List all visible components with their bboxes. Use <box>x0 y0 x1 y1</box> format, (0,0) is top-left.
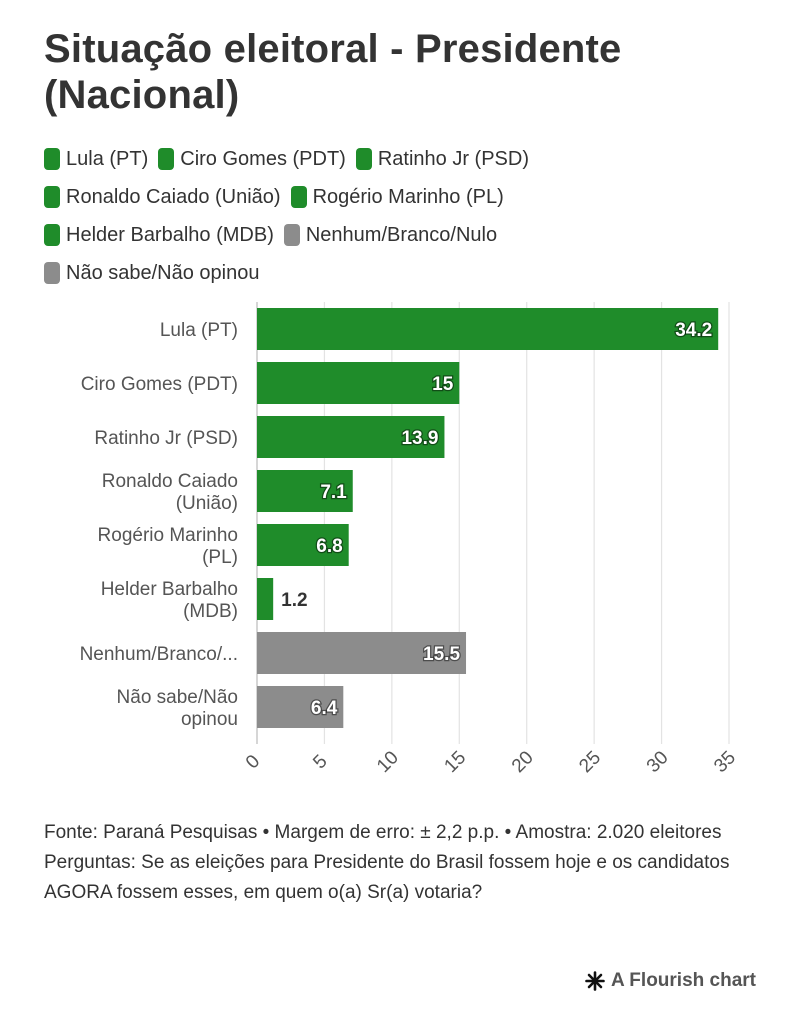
legend-swatch <box>283 224 300 246</box>
legend-item[interactable]: Ciro Gomes (PDT) <box>158 146 346 172</box>
flourish-credit[interactable]: A Flourish chart <box>585 970 756 992</box>
x-tick-label: 0 <box>242 751 264 773</box>
category-label: Nenhum/Branco/... <box>80 644 238 665</box>
x-tick-label: 5 <box>309 751 331 773</box>
legend-item[interactable]: Ratinho Jr (PSD) <box>355 146 529 172</box>
bar-chart: 0 5 10 15 20 25 30 35 Lula (PT) 34.2 Ciro Gomes (P… <box>80 302 740 777</box>
bar[interactable] <box>257 686 344 728</box>
legend-item[interactable]: Helder Barbalho (MDB) <box>44 222 274 248</box>
value-label: 1.2 <box>281 590 307 611</box>
x-tick-label: 30 <box>643 747 673 777</box>
legend-label: Rogério Marinho (PL) <box>312 186 504 208</box>
x-tick-label: 20 <box>508 747 538 777</box>
category-label: Rogério Marinho (PL) <box>98 525 238 568</box>
bar[interactable] <box>257 308 719 350</box>
legend-label: Helder Barbalho (MDB) <box>66 224 274 246</box>
legend-label: Não sabe/Não opinou <box>66 262 260 284</box>
value-label: 34.2 <box>675 320 712 341</box>
chart-footer: Fonte: Paraná Pesquisas • Margem de erro… <box>44 818 764 908</box>
flourish-star-icon <box>585 971 605 991</box>
legend-swatch <box>355 148 372 170</box>
legend-item[interactable]: Lula (PT) <box>44 146 148 172</box>
category-label: Ratinho Jr (PSD) <box>94 428 238 449</box>
bar[interactable] <box>257 524 349 566</box>
bar[interactable] <box>257 632 467 674</box>
bar[interactable] <box>257 416 445 458</box>
value-label: 13.9 <box>401 428 438 449</box>
x-tick-label: 15 <box>440 747 470 777</box>
chart-title: Situação eleitoral - Presidente (Naciona… <box>44 27 622 117</box>
bar[interactable] <box>257 362 460 404</box>
x-tick-label: 25 <box>575 747 605 777</box>
legend-swatch <box>44 262 60 284</box>
value-label: 15 <box>432 374 454 395</box>
category-label: Lula (PT) <box>160 320 238 341</box>
source-note: Fonte: Paraná Pesquisas • Margem de erro… <box>44 822 722 843</box>
legend-item[interactable]: Ronaldo Caiado (União) <box>44 184 281 210</box>
category-label: Ciro Gomes (PDT) <box>81 374 238 395</box>
legend: Lula (PT) Ciro Gomes (PDT) Ratinho Jr (PSD… <box>44 146 764 286</box>
value-label: 6.8 <box>316 536 342 557</box>
legend-swatch <box>44 224 60 246</box>
legend-swatch <box>158 148 175 170</box>
legend-item[interactable]: Não sabe/Não opinou <box>44 260 259 286</box>
legend-item[interactable]: Nenhum/Branco/Nulo <box>283 222 498 248</box>
question-note: Perguntas: Se as eleições para President… <box>44 852 730 903</box>
bar[interactable] <box>257 470 353 512</box>
bar[interactable] <box>257 578 274 620</box>
category-label: Não sabe/Não opinou <box>117 687 238 730</box>
category-label: Ronaldo Caiado (União) <box>102 471 238 514</box>
flourish-credit-label: A Flourish chart <box>611 970 756 991</box>
legend-swatch <box>44 148 60 170</box>
value-label: 15.5 <box>423 644 460 665</box>
value-label: 6.4 <box>311 698 338 719</box>
legend-label: Nenhum/Branco/Nulo <box>305 224 498 246</box>
legend-label: Ciro Gomes (PDT) <box>180 148 346 170</box>
legend-swatch <box>290 186 307 208</box>
legend-label: Ronaldo Caiado (União) <box>66 186 281 208</box>
legend-swatch <box>44 186 60 208</box>
legend-label: Ratinho Jr (PSD) <box>377 148 529 170</box>
legend-label: Lula (PT) <box>66 148 149 170</box>
x-tick-label: 35 <box>710 747 740 777</box>
value-label: 7.1 <box>320 482 347 503</box>
category-label: Helder Barbalho (MDB) <box>101 579 238 622</box>
legend-item[interactable]: Rogério Marinho (PL) <box>290 184 504 210</box>
x-tick-label: 10 <box>373 747 403 777</box>
